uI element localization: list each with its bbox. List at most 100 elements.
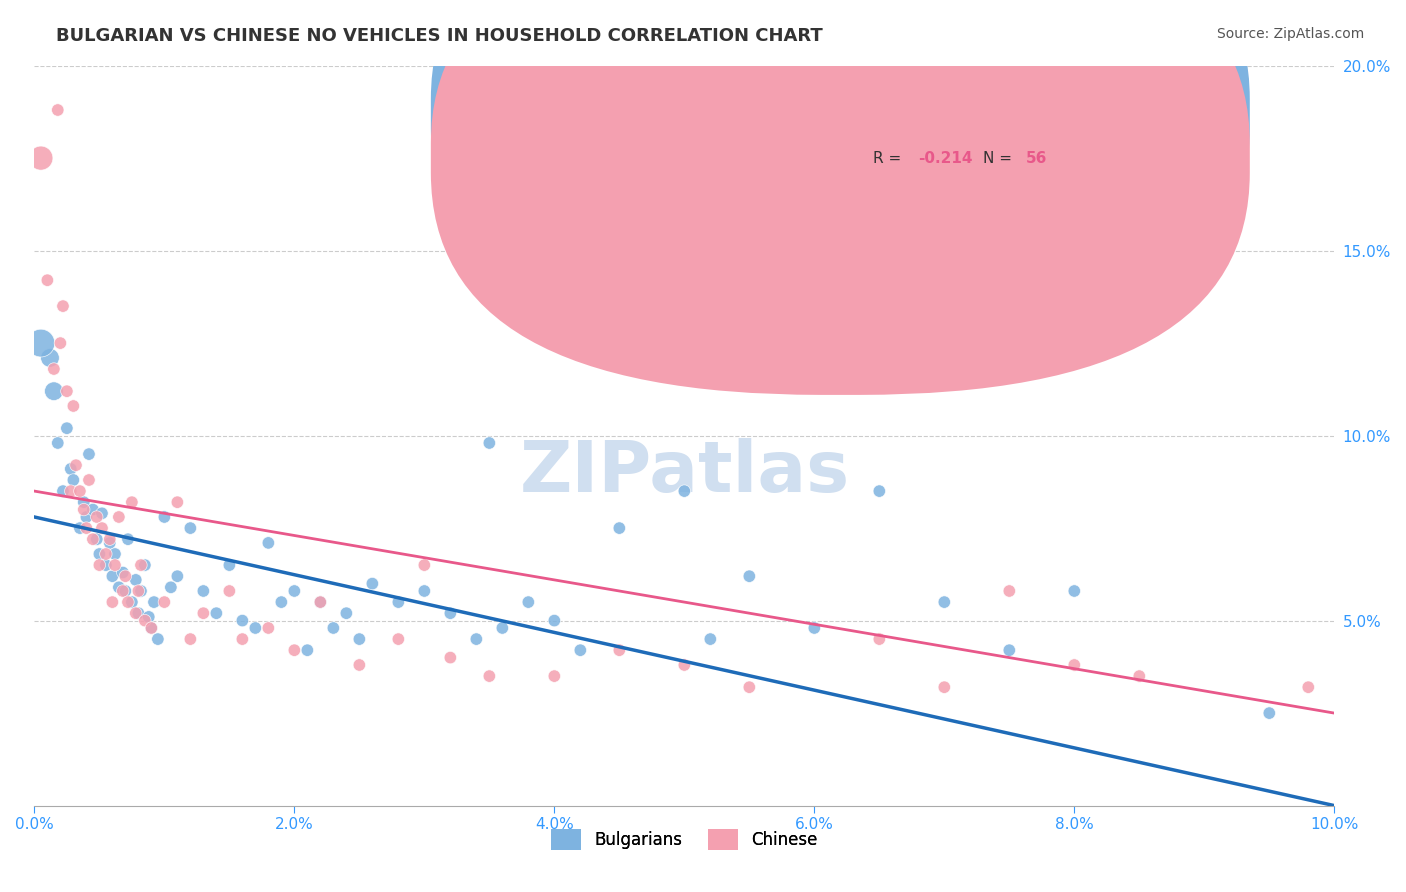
Point <box>349 632 371 646</box>
Point <box>387 632 409 646</box>
Point <box>127 606 149 620</box>
Point <box>75 510 97 524</box>
Text: N =: N = <box>983 151 1017 166</box>
Point <box>738 680 761 694</box>
Point <box>283 584 305 599</box>
Point <box>1063 584 1085 599</box>
Point <box>42 362 65 376</box>
Point <box>39 351 62 365</box>
Point <box>309 595 332 609</box>
Point <box>934 595 956 609</box>
Point <box>98 536 121 550</box>
Point <box>65 458 87 473</box>
Point <box>153 595 176 609</box>
Point <box>738 569 761 583</box>
Point <box>478 669 501 683</box>
Text: Source: ZipAtlas.com: Source: ZipAtlas.com <box>1216 27 1364 41</box>
Point <box>127 584 149 599</box>
Text: BULGARIAN VS CHINESE NO VEHICLES IN HOUSEHOLD CORRELATION CHART: BULGARIAN VS CHINESE NO VEHICLES IN HOUS… <box>56 27 823 45</box>
Point <box>141 621 163 635</box>
Point <box>491 621 513 635</box>
Point <box>283 643 305 657</box>
Point <box>86 510 108 524</box>
Point <box>478 436 501 450</box>
Point <box>998 584 1021 599</box>
Point <box>104 558 127 573</box>
Point <box>1258 706 1281 720</box>
Point <box>309 595 332 609</box>
Point <box>62 473 84 487</box>
Point <box>75 521 97 535</box>
Point <box>121 495 143 509</box>
Point <box>134 614 156 628</box>
Point <box>117 532 139 546</box>
Point <box>82 502 104 516</box>
Point <box>543 669 565 683</box>
Point <box>439 650 461 665</box>
Text: -0.504: -0.504 <box>918 106 973 121</box>
Point <box>129 558 152 573</box>
FancyBboxPatch shape <box>430 0 1250 395</box>
Point <box>413 584 436 599</box>
FancyBboxPatch shape <box>430 0 1250 351</box>
Point <box>108 510 131 524</box>
Point <box>129 584 152 599</box>
Point <box>108 580 131 594</box>
Point <box>607 643 630 657</box>
Point <box>322 621 344 635</box>
Point <box>114 584 136 599</box>
Point <box>439 606 461 620</box>
Point <box>517 595 540 609</box>
Point <box>231 614 253 628</box>
Point <box>111 584 134 599</box>
Point <box>218 584 240 599</box>
Point <box>37 273 59 287</box>
Point <box>673 658 696 673</box>
Point <box>104 547 127 561</box>
Point <box>49 336 72 351</box>
Point <box>179 632 201 646</box>
Point <box>42 384 65 399</box>
Point <box>141 621 163 635</box>
Point <box>231 632 253 646</box>
Point <box>349 658 371 673</box>
Point <box>413 558 436 573</box>
Point <box>52 299 75 313</box>
Text: R =: R = <box>873 151 905 166</box>
Point <box>699 632 721 646</box>
Text: N =: N = <box>983 106 1017 121</box>
Point <box>257 536 280 550</box>
FancyBboxPatch shape <box>794 80 1146 202</box>
Point <box>73 495 96 509</box>
Point <box>335 606 357 620</box>
Point <box>69 484 91 499</box>
Point <box>1128 669 1150 683</box>
Point <box>125 573 148 587</box>
Point <box>30 336 52 351</box>
Point <box>166 569 188 583</box>
Point <box>193 606 215 620</box>
Point <box>98 532 121 546</box>
Point <box>387 595 409 609</box>
Point <box>153 510 176 524</box>
Point <box>179 521 201 535</box>
Point <box>101 569 124 583</box>
Point <box>121 595 143 609</box>
Point <box>868 484 890 499</box>
Point <box>297 643 319 657</box>
Point <box>89 558 111 573</box>
Point <box>77 473 100 487</box>
Point <box>138 610 160 624</box>
Point <box>94 558 117 573</box>
Point <box>569 643 592 657</box>
Point <box>56 384 79 399</box>
Point <box>46 103 69 117</box>
Point <box>193 584 215 599</box>
Point <box>46 436 69 450</box>
Point <box>91 506 114 520</box>
Point <box>101 595 124 609</box>
Point <box>205 606 228 620</box>
Point <box>998 643 1021 657</box>
Point <box>114 569 136 583</box>
Point <box>73 502 96 516</box>
